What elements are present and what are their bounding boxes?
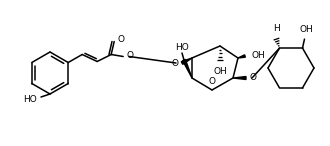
Text: O: O <box>172 59 179 67</box>
Text: O: O <box>117 35 124 44</box>
Text: O: O <box>209 77 215 86</box>
Text: OH: OH <box>300 25 313 34</box>
Text: HO: HO <box>175 43 189 52</box>
Text: HO: HO <box>23 94 37 104</box>
Polygon shape <box>233 77 246 80</box>
Polygon shape <box>181 58 192 64</box>
Text: O: O <box>126 51 133 60</box>
Text: O: O <box>249 73 256 82</box>
Polygon shape <box>182 59 192 78</box>
Polygon shape <box>238 55 245 58</box>
Text: OH: OH <box>251 52 265 60</box>
Text: OH: OH <box>213 67 227 76</box>
Text: H: H <box>273 24 280 33</box>
